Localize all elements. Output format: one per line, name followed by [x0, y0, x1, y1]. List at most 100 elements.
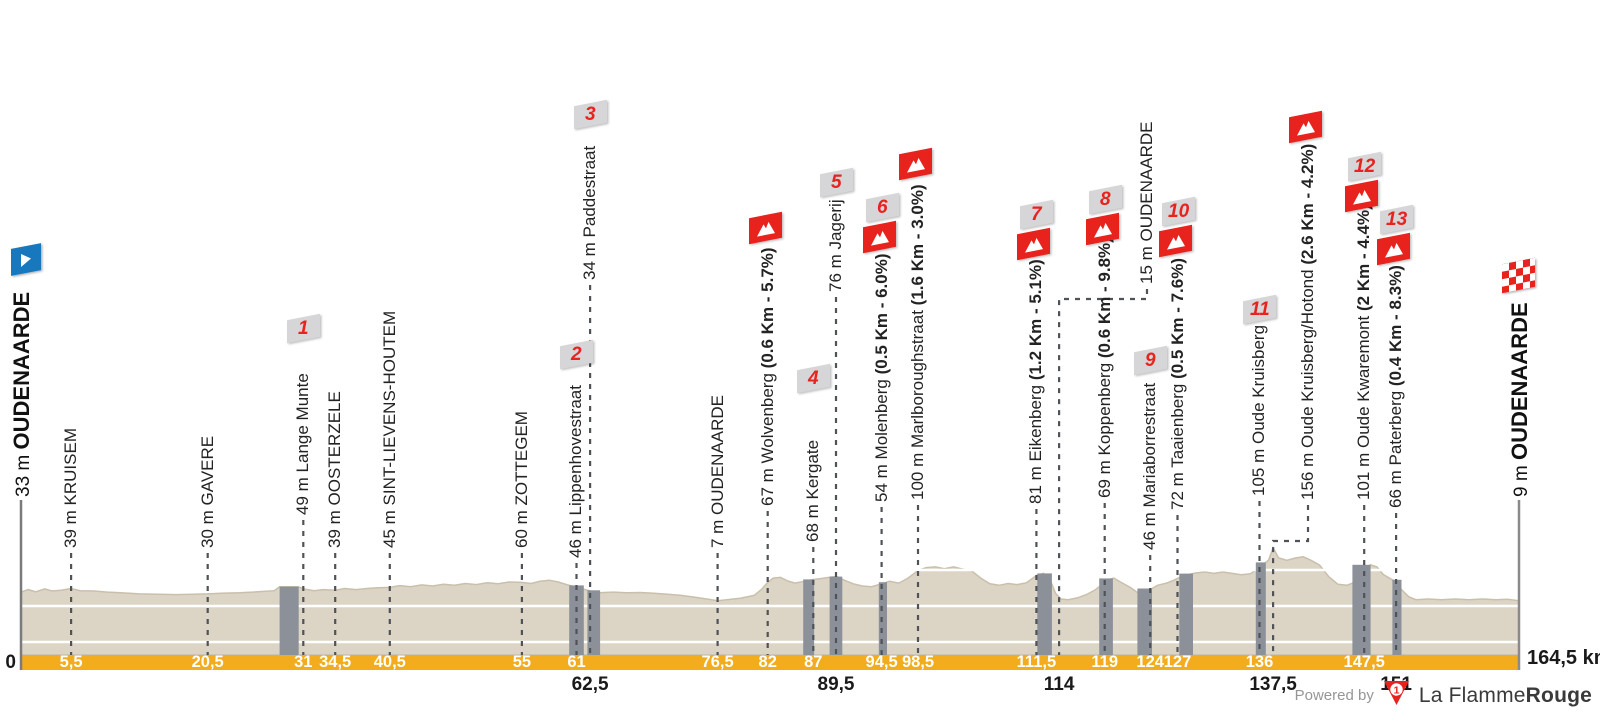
elevation-text: 60 m [511, 505, 531, 548]
elevation-text: 15 m [1137, 241, 1156, 284]
label-lange-munte: 49 m Lange Munte [292, 373, 313, 515]
label-taaienberg: 72 m Taaienberg (0.5 Km - 7.6%) [1167, 258, 1188, 510]
km-tick: 82 [759, 653, 777, 671]
place-name: Lippenhovestraat [566, 385, 586, 516]
label-oosterzele: 39 m OOSTERZELE [324, 391, 345, 548]
place-name: GAVERE [197, 435, 217, 506]
climb-number: 8 [1100, 189, 1111, 211]
elevation-text: 105 m [1249, 444, 1269, 496]
mountain-icon [870, 230, 889, 246]
place-name: Koppenberg [1094, 362, 1114, 456]
elevation-text: 39 m [61, 505, 81, 548]
label-molenberg: 54 m Molenberg (0.5 Km - 6.0%) [871, 253, 892, 502]
total-distance-label: 164,5 km [1527, 647, 1600, 669]
climb-number: 2 [571, 344, 582, 366]
label-mariaborrestraat: 46 m Mariaborrestraat [1139, 383, 1160, 550]
mountain-icon [1166, 234, 1185, 250]
label-wolvenberg: 67 m Wolvenberg (0.6 Km - 5.7%) [757, 247, 778, 506]
climb-number-badge: 11 [1243, 294, 1276, 325]
categorized-climb-badge [1159, 224, 1192, 258]
cobbled-sector-bar [878, 582, 887, 655]
red-pennant-icon: 1 [1383, 681, 1409, 705]
climb-stats: (1.2 Km - 5.1%) [1026, 259, 1046, 385]
place-name: Eikenberg [1026, 384, 1046, 462]
place-name: Molenberg [871, 379, 891, 460]
place-name: Jagerij [826, 199, 846, 250]
cobbled-sector-bar [1099, 578, 1113, 655]
place-name: Oude Kruisberg [1249, 324, 1269, 445]
km-tick-below: 137,5 [1249, 674, 1297, 695]
elevation-text: 7 m [707, 514, 727, 548]
brand-name: La FlammeRouge [1419, 684, 1592, 708]
place-name: OUDENAARDE [1507, 302, 1532, 461]
label-gavere: 30 m GAVERE [197, 436, 218, 548]
mountain-icon [906, 157, 925, 173]
elevation-text: 76 m [826, 249, 846, 292]
categorized-climb-badge [899, 147, 932, 181]
place-name: Paterberg [1386, 390, 1406, 466]
brand-name-bold: Rouge [1525, 683, 1592, 707]
climb-stats: (0.6 Km - 5.7%) [757, 247, 777, 374]
km-tick: 124 [1136, 653, 1164, 671]
label-eikenberg: 81 m Eikenberg (1.2 Km - 5.1%) [1025, 259, 1046, 504]
elevation-text: 69 m [1094, 455, 1114, 498]
elevation-text: 33 m [13, 449, 34, 497]
distance-axis-band [21, 655, 1519, 670]
km-tick: 147,5 [1344, 653, 1385, 671]
elevation-text: 45 m [379, 505, 399, 548]
climb-number: 9 [1145, 350, 1156, 372]
place-name: Lange Munte [293, 373, 313, 473]
climb-stats: (0.5 Km - 6.0%) [871, 253, 891, 380]
label-koppenberg: 69 m Koppenberg (0.6 Km - 9.8%) [1094, 237, 1115, 498]
label-oude-kruisberg: 105 m Oude Kruisberg [1248, 325, 1269, 496]
km-tick: 5,5 [60, 653, 83, 671]
climb-stats: (0.6 Km - 9.8%) [1094, 237, 1114, 363]
km-zero-label: 0 [5, 652, 16, 673]
km-tick: 40,5 [374, 653, 406, 671]
climb-number: 3 [585, 104, 596, 126]
cobbled-sector-bar [1137, 588, 1152, 655]
climb-number: 5 [831, 172, 842, 194]
label-paddestraat: 34 m Paddestraat [579, 146, 600, 280]
km-tick: 31 [294, 653, 312, 671]
mountain-icon [756, 221, 775, 237]
place-name: Kergate [803, 439, 823, 500]
cobbled-sector-bar [1037, 573, 1052, 655]
mountain-icon [1024, 237, 1043, 253]
climb-number-badge: 12 [1348, 151, 1381, 182]
la-flamme-rouge-logo-icon: 1 [1383, 680, 1410, 711]
km-tick: 136 [1246, 653, 1274, 671]
label-oudenaarde-15: 15 m OUDENAARDE [1136, 122, 1157, 285]
km-tick: 76,5 [702, 653, 734, 671]
place-name: Marlboroughstraat [907, 310, 927, 449]
categorized-climb-badge [863, 220, 896, 254]
elevation-text: 39 m [325, 505, 345, 548]
cobbled-sector-bar [803, 579, 815, 655]
categorized-climb-badge [1017, 227, 1050, 261]
climb-number-badge: 6 [866, 192, 899, 223]
label-oude-kwaremont: 101 m Oude Kwaremont (2 Km - 4.4%) [1353, 204, 1374, 500]
categorized-climb-badge [749, 211, 782, 245]
elevation-text: 100 m [907, 448, 927, 500]
play-icon [21, 253, 31, 267]
start-flag-icon [11, 243, 41, 276]
elevation-text: 72 m [1167, 467, 1187, 510]
elevation-text: 34 m [580, 237, 600, 280]
climb-number-badge: 4 [797, 363, 830, 394]
km-tick: 87 [804, 653, 822, 671]
cobbled-sector-bar [1352, 564, 1371, 655]
label-marlboroughstraat: 100 m Marlboroughstraat (1.6 Km - 3.0%) [907, 184, 928, 500]
climb-stats: (2 Km - 4.4%) [1354, 204, 1374, 316]
finish-flag-icon [1502, 257, 1535, 294]
climb-number: 10 [1167, 201, 1190, 223]
cobbled-sector-bar [1179, 573, 1193, 655]
label-sint-lievens-houtem: 45 m SINT-LIEVENS-HOUTEM [379, 311, 400, 548]
elevation-text: 156 m [1298, 448, 1317, 500]
km-tick: 94,5 [866, 653, 898, 671]
label-kruisem: 39 m KRUISEM [60, 428, 81, 548]
km-tick: 111,5 [1017, 653, 1056, 671]
climb-number: 11 [1249, 299, 1270, 321]
label-paterberg: 66 m Paterberg (0.4 Km - 8.3%) [1385, 265, 1406, 508]
